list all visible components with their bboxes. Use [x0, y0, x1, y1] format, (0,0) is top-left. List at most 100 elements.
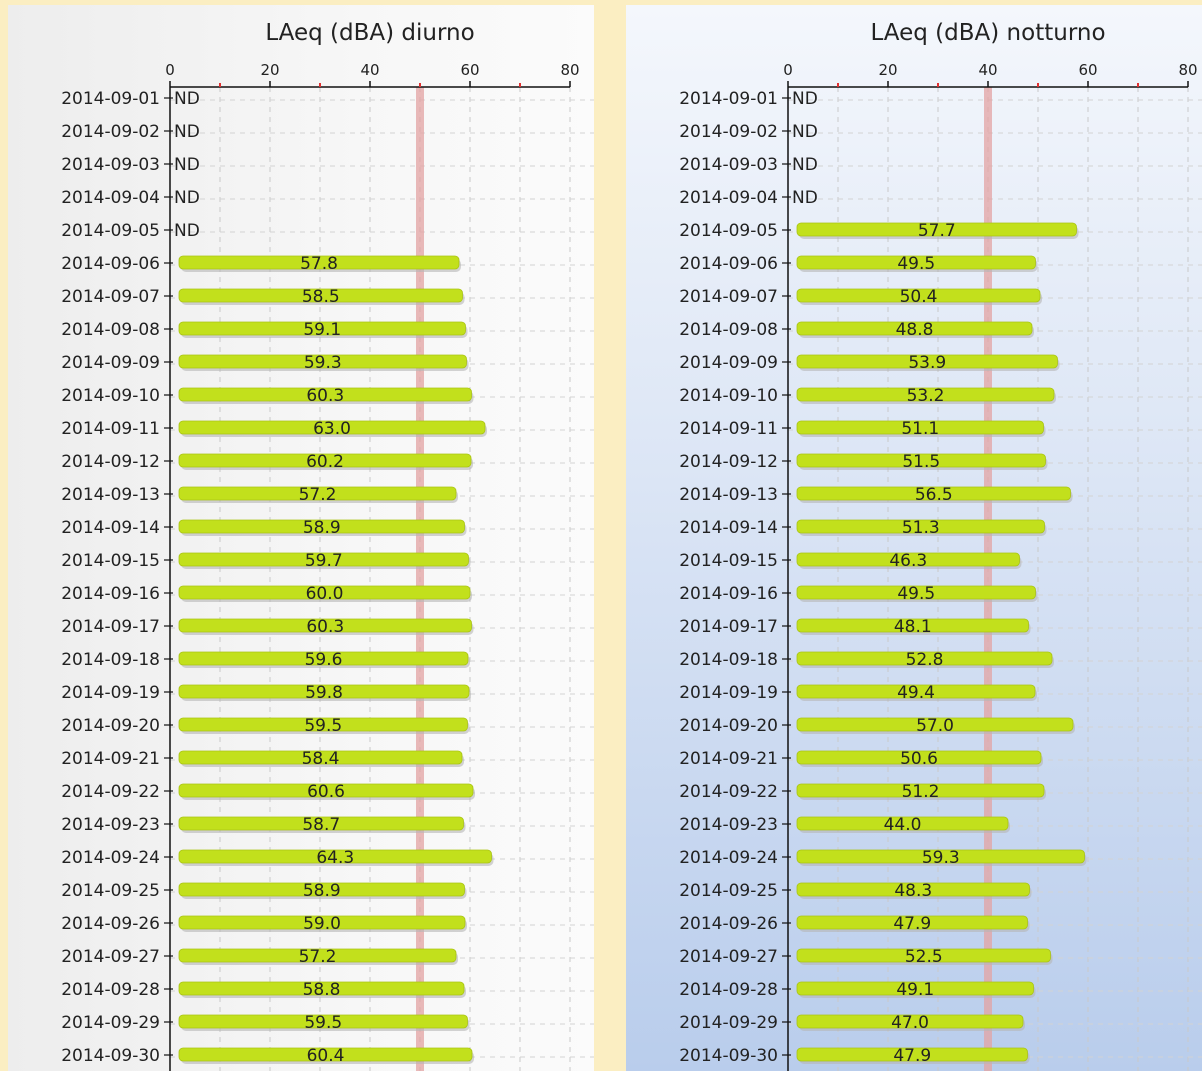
category-label: 2014-09-02	[679, 122, 778, 142]
no-data-label: ND	[174, 89, 200, 109]
x-tick-label: 80	[560, 61, 579, 79]
bar-value-label: 59.8	[305, 683, 343, 703]
bar-value-label: 59.1	[303, 320, 341, 340]
category-label: 2014-09-15	[61, 551, 160, 571]
bar	[796, 420, 1044, 435]
bar	[796, 948, 1051, 963]
reference-line	[984, 87, 992, 1071]
bar-value-label: 52.5	[905, 947, 943, 967]
bar-value-label: 51.3	[902, 518, 940, 538]
x-tick-label: 60	[1078, 61, 1097, 79]
bar	[796, 1014, 1024, 1029]
bar-value-label: 47.9	[893, 914, 931, 934]
category-label: 2014-09-23	[679, 815, 778, 835]
bar-value-label: 49.5	[897, 254, 935, 274]
category-label: 2014-09-24	[679, 848, 778, 868]
bar	[796, 849, 1085, 864]
bar-value-label: 63.0	[313, 419, 351, 439]
category-label: 2014-09-06	[61, 254, 160, 274]
category-label: 2014-09-07	[679, 287, 778, 307]
bar-value-label: 48.1	[894, 617, 932, 637]
bar	[178, 552, 469, 567]
bar	[796, 618, 1029, 633]
bar	[796, 354, 1058, 369]
bar-value-label: 47.9	[893, 1046, 931, 1066]
x-tick-label: 20	[260, 61, 279, 79]
bar	[178, 651, 469, 666]
category-label: 2014-09-26	[679, 914, 778, 934]
bar	[796, 387, 1055, 402]
category-label: 2014-09-22	[61, 782, 160, 802]
category-label: 2014-09-12	[61, 452, 160, 472]
bar-value-label: 51.5	[902, 452, 940, 472]
category-label: 2014-09-21	[61, 749, 160, 769]
bar	[178, 519, 465, 534]
x-tick-label: 20	[878, 61, 897, 79]
category-label: 2014-09-18	[61, 650, 160, 670]
bar	[178, 915, 466, 930]
bar-value-label: 50.6	[900, 749, 938, 769]
bar	[796, 651, 1053, 666]
bar	[178, 420, 486, 435]
bar-value-label: 56.5	[915, 485, 953, 505]
category-label: 2014-09-11	[61, 419, 160, 439]
bar	[178, 750, 463, 765]
bar	[178, 618, 472, 633]
category-label: 2014-09-16	[679, 584, 778, 604]
bar	[796, 288, 1041, 303]
no-data-label: ND	[174, 221, 200, 241]
bar	[796, 915, 1028, 930]
bar	[178, 1047, 473, 1062]
bar	[796, 1047, 1028, 1062]
bar	[178, 255, 460, 270]
chart-title: LAeq (dBA) notturno	[870, 20, 1105, 46]
category-label: 2014-09-27	[679, 947, 778, 967]
bar-value-label: 59.3	[304, 353, 342, 373]
bar-value-label: 51.1	[901, 419, 939, 439]
chart-notturno: LAeq (dBA) notturno 0 20 40 60 80 2014-09-01 ND…	[679, 20, 1202, 1071]
category-label: 2014-09-08	[679, 320, 778, 340]
bar	[178, 387, 472, 402]
category-label: 2014-09-28	[61, 980, 160, 1000]
category-label: 2014-09-20	[679, 716, 778, 736]
bar-value-label: 58.5	[302, 287, 340, 307]
chart-panel-notturno: LAeq (dBA) notturno 0 20 40 60 80 2014-09-01 ND…	[626, 5, 1202, 1071]
bar-value-label: 47.0	[891, 1013, 929, 1033]
category-label: 2014-09-19	[61, 683, 160, 703]
bar-value-label: 59.5	[304, 716, 342, 736]
bar	[178, 486, 457, 501]
category-label: 2014-09-17	[61, 617, 160, 637]
bar	[796, 552, 1020, 567]
bar	[796, 585, 1036, 600]
bar-value-label: 57.2	[299, 485, 337, 505]
category-label: 2014-09-13	[679, 485, 778, 505]
bar-value-label: 53.2	[907, 386, 945, 406]
category-label: 2014-09-11	[679, 419, 778, 439]
bar-value-label: 46.3	[889, 551, 927, 571]
bar-value-label: 60.3	[306, 617, 344, 637]
bar	[796, 486, 1071, 501]
bar-value-label: 60.2	[306, 452, 344, 472]
bar-value-label: 58.4	[302, 749, 340, 769]
category-label: 2014-09-03	[679, 155, 778, 175]
category-label: 2014-09-24	[61, 848, 160, 868]
bar-value-label: 59.5	[304, 1013, 342, 1033]
category-label: 2014-09-14	[679, 518, 778, 538]
bar-value-label: 60.0	[306, 584, 344, 604]
bar	[796, 255, 1036, 270]
bar-value-label: 49.4	[897, 683, 935, 703]
bar	[796, 750, 1042, 765]
bar	[178, 321, 466, 336]
no-data-label: ND	[792, 122, 818, 142]
bar	[178, 717, 468, 732]
x-tick-label: 40	[978, 61, 997, 79]
bar	[796, 453, 1046, 468]
bar-value-label: 60.6	[307, 782, 345, 802]
reference-line	[416, 87, 424, 1071]
category-label: 2014-09-27	[61, 947, 160, 967]
x-tick-label: 0	[165, 61, 175, 79]
bar	[178, 585, 471, 600]
bar	[796, 222, 1077, 237]
bar	[796, 816, 1009, 831]
category-label: 2014-09-14	[61, 518, 160, 538]
